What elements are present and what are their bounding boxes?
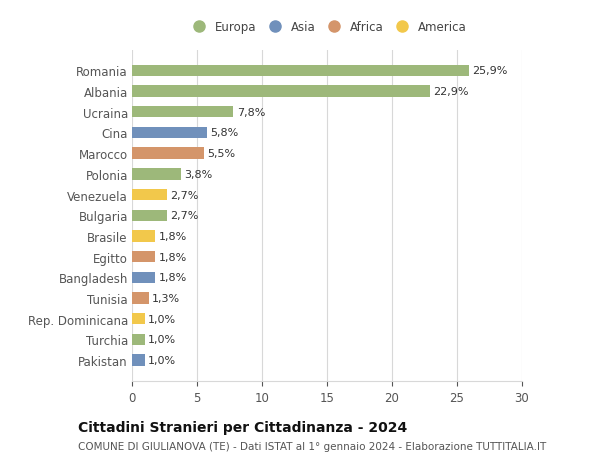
Text: 1,8%: 1,8%: [158, 231, 187, 241]
Bar: [132, 148, 203, 159]
Text: 2,7%: 2,7%: [170, 190, 199, 200]
Bar: [132, 355, 145, 366]
Bar: [132, 293, 149, 304]
Text: 2,7%: 2,7%: [170, 211, 199, 221]
Text: 7,8%: 7,8%: [236, 107, 265, 118]
Bar: [132, 66, 469, 77]
Bar: [132, 169, 181, 180]
Bar: [132, 272, 155, 283]
Bar: [132, 252, 155, 263]
Text: 1,8%: 1,8%: [158, 273, 187, 283]
Legend: Europa, Asia, Africa, America: Europa, Asia, Africa, America: [183, 17, 471, 39]
Bar: [132, 128, 208, 139]
Text: COMUNE DI GIULIANOVA (TE) - Dati ISTAT al 1° gennaio 2024 - Elaborazione TUTTITA: COMUNE DI GIULIANOVA (TE) - Dati ISTAT a…: [78, 441, 546, 451]
Text: 1,0%: 1,0%: [148, 355, 176, 365]
Text: 5,5%: 5,5%: [207, 149, 235, 159]
Text: 1,0%: 1,0%: [148, 335, 176, 345]
Bar: [132, 210, 167, 221]
Text: 1,8%: 1,8%: [158, 252, 187, 262]
Text: 5,8%: 5,8%: [211, 128, 239, 138]
Text: 3,8%: 3,8%: [185, 169, 213, 179]
Bar: [132, 231, 155, 242]
Text: 1,0%: 1,0%: [148, 314, 176, 324]
Text: 1,3%: 1,3%: [152, 293, 180, 303]
Bar: [132, 190, 167, 201]
Bar: [132, 86, 430, 97]
Text: 25,9%: 25,9%: [472, 66, 508, 76]
Text: 22,9%: 22,9%: [433, 87, 469, 97]
Bar: [132, 313, 145, 325]
Text: Cittadini Stranieri per Cittadinanza - 2024: Cittadini Stranieri per Cittadinanza - 2…: [78, 420, 407, 434]
Bar: [132, 334, 145, 345]
Bar: [132, 107, 233, 118]
